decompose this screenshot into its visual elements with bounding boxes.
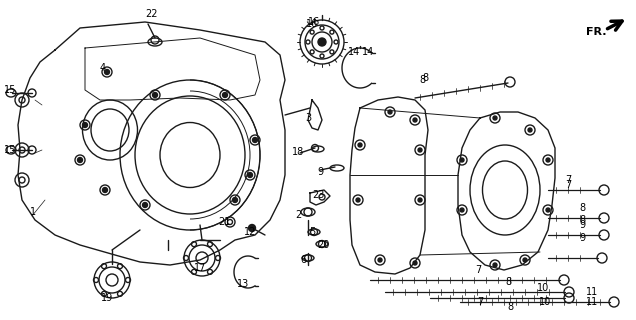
Text: 18: 18 xyxy=(292,147,304,157)
Text: 16: 16 xyxy=(308,17,320,27)
Text: 8: 8 xyxy=(507,302,513,312)
Text: 2: 2 xyxy=(295,210,301,220)
Text: 21: 21 xyxy=(218,217,230,227)
Text: 19: 19 xyxy=(101,293,113,303)
Ellipse shape xyxy=(546,158,550,162)
Text: 10: 10 xyxy=(537,283,549,293)
Ellipse shape xyxy=(418,198,422,202)
Ellipse shape xyxy=(493,263,497,267)
Ellipse shape xyxy=(460,208,464,212)
Text: 8: 8 xyxy=(422,73,428,83)
Ellipse shape xyxy=(358,143,362,147)
Ellipse shape xyxy=(528,128,532,132)
Ellipse shape xyxy=(249,225,256,231)
Text: 14: 14 xyxy=(362,47,374,57)
Ellipse shape xyxy=(460,158,464,162)
Text: 11: 11 xyxy=(586,287,598,297)
Text: 22: 22 xyxy=(146,9,158,19)
Text: 3: 3 xyxy=(305,113,311,123)
Text: 15: 15 xyxy=(4,85,16,95)
Ellipse shape xyxy=(223,92,228,98)
Text: 16: 16 xyxy=(306,19,318,29)
Text: 6: 6 xyxy=(300,255,306,265)
Ellipse shape xyxy=(233,197,237,203)
Ellipse shape xyxy=(247,172,252,178)
Text: 23: 23 xyxy=(312,190,324,200)
Ellipse shape xyxy=(318,38,326,46)
Text: 7: 7 xyxy=(477,297,483,307)
Text: 9: 9 xyxy=(579,233,585,243)
Ellipse shape xyxy=(153,92,158,98)
Ellipse shape xyxy=(493,116,497,120)
Text: 1: 1 xyxy=(30,207,36,217)
Ellipse shape xyxy=(142,203,148,207)
Ellipse shape xyxy=(413,261,417,265)
Ellipse shape xyxy=(252,138,258,142)
Text: 20: 20 xyxy=(317,240,329,250)
Text: FR.: FR. xyxy=(586,27,606,37)
Ellipse shape xyxy=(418,148,422,152)
Text: 10: 10 xyxy=(539,297,551,307)
Text: 12: 12 xyxy=(244,227,256,237)
Text: 7: 7 xyxy=(565,180,571,190)
Text: 11: 11 xyxy=(586,297,598,307)
Ellipse shape xyxy=(83,123,88,127)
Ellipse shape xyxy=(388,110,392,114)
Text: 8: 8 xyxy=(505,277,511,287)
Ellipse shape xyxy=(378,258,382,262)
Text: 9: 9 xyxy=(579,220,585,230)
Ellipse shape xyxy=(546,208,550,212)
Text: 8: 8 xyxy=(419,75,425,85)
Ellipse shape xyxy=(104,69,109,75)
Text: 8: 8 xyxy=(579,215,585,225)
Text: 8: 8 xyxy=(579,203,585,213)
Ellipse shape xyxy=(356,198,360,202)
Text: 4: 4 xyxy=(100,63,106,73)
Text: 9: 9 xyxy=(317,167,323,177)
Text: 15: 15 xyxy=(4,145,16,155)
Text: 5: 5 xyxy=(309,227,315,237)
Text: 14: 14 xyxy=(348,47,360,57)
Ellipse shape xyxy=(523,258,527,262)
Text: 13: 13 xyxy=(237,279,249,289)
Text: 7: 7 xyxy=(565,175,571,185)
Ellipse shape xyxy=(413,118,417,122)
Ellipse shape xyxy=(78,157,83,163)
Ellipse shape xyxy=(102,188,107,193)
Text: 7: 7 xyxy=(475,265,481,275)
Text: 17: 17 xyxy=(194,263,206,273)
